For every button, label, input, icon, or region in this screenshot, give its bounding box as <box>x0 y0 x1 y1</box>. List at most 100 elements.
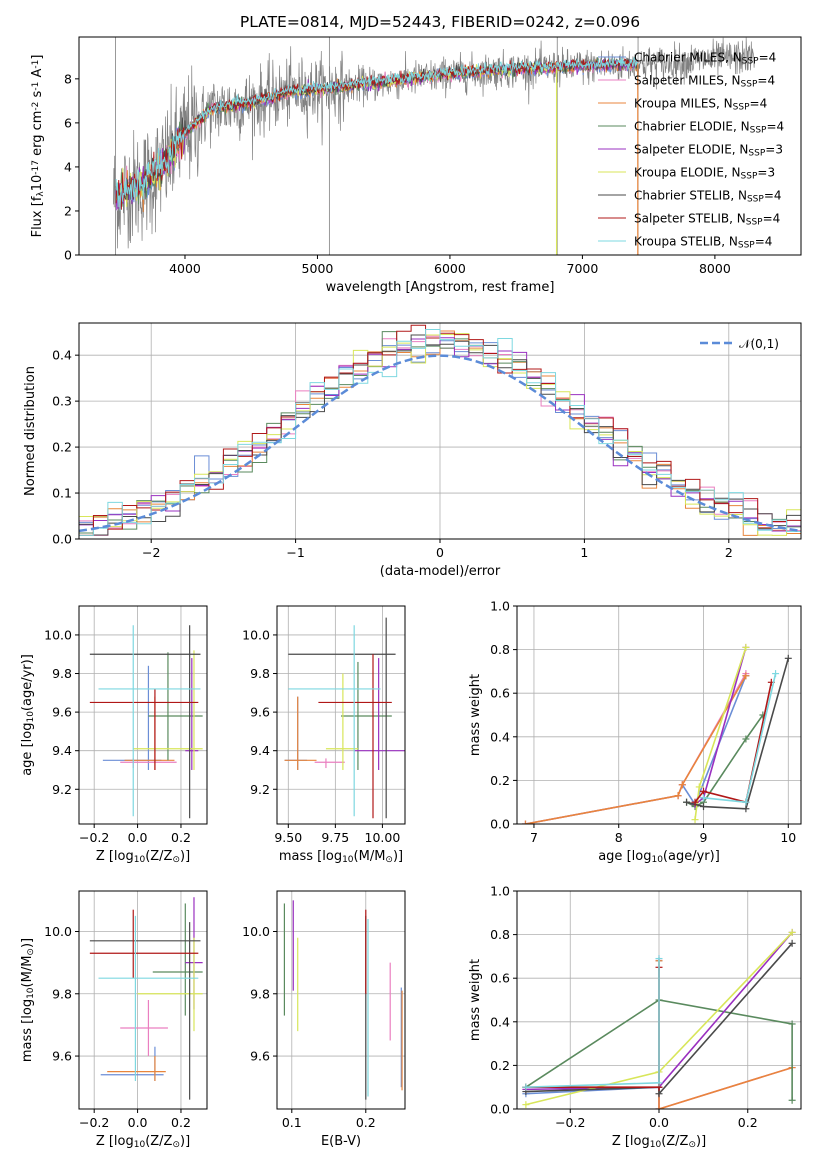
x-tick-label: −0.2 <box>79 830 109 845</box>
y-axis-label: mass weight <box>468 674 483 756</box>
y-tick-label: 6 <box>64 115 72 130</box>
legend-entry: Kroupa MILES, NSSP​=4 <box>634 97 767 113</box>
x-tick-label: 0.2 <box>356 1115 376 1130</box>
x-tick-label: 0.2 <box>738 1115 758 1130</box>
x-axis-label: Z [log10​(Z/Z⊙​)] <box>612 1134 706 1150</box>
x-axis-label: Z [log10​(Z/Z⊙​)] <box>96 849 190 865</box>
chart-mass_weight_vs_age: 7 8 9 10 0.0 0.2 0.4 0.6 0.8 1.0 age [log10​(age/y… <box>468 599 802 865</box>
y-tick-label: 4 <box>64 159 72 174</box>
x-axis-label: Z [log10​(Z/Z⊙​)] <box>96 1134 190 1150</box>
chart-age_vs_mass: 9.50 9.75 10.00 9.2 9.4 9.6 9.8 10.0 mass [log10… <box>242 605 406 865</box>
plot-area-spectrum <box>113 37 755 255</box>
series-chabrier-miles <box>525 675 747 824</box>
y-tick-label: 9.2 <box>52 782 72 797</box>
y-tick-label: 0.2 <box>52 440 72 455</box>
y-tick-label: 9.2 <box>250 782 270 797</box>
x-axis-label: wavelength [Angstrom, rest frame] <box>326 280 555 295</box>
y-tick-label: 9.4 <box>52 743 72 758</box>
observed-spectrum <box>113 37 755 249</box>
x-tick-label: 0.2 <box>171 1115 191 1130</box>
x-tick-label: 4000 <box>169 261 201 276</box>
y-tick-label: 9.8 <box>250 986 270 1001</box>
y-tick-label: 10.0 <box>44 924 72 939</box>
plot-area-mass_vs_ebv <box>283 900 403 1100</box>
legend-entry: Salpeter STELIB, NSSP​=4 <box>634 212 780 228</box>
y-axis-label: mass weight <box>468 959 483 1041</box>
y-tick-label: 0.0 <box>52 532 72 547</box>
y-tick-label: 9.8 <box>52 986 72 1001</box>
chart-mass_vs_z: −0.2 0.0 0.2 9.6 9.8 10.0 Z [log10​(Z/Z⊙​)] mas… <box>20 890 208 1150</box>
legend-entry: Chabrier MILES, NSSP​=4 <box>634 51 776 67</box>
x-tick-label: −0.2 <box>79 1115 109 1130</box>
gaussian-curve <box>79 354 801 533</box>
y-tick-label: 0.4 <box>490 1014 510 1029</box>
y-tick-label: 0.4 <box>52 348 72 363</box>
x-axis-label: mass [log10​(M/M⊙​)] <box>279 849 403 865</box>
charts-layer: 4000 5000 6000 7000 8000 0 2 4 6 8 wavelength [Ang… <box>20 36 802 1150</box>
x-tick-label: 7 <box>530 830 538 845</box>
x-tick-label: −2 <box>142 545 160 560</box>
axes-frame <box>276 605 406 825</box>
y-tick-label: 10.0 <box>242 627 270 642</box>
x-tick-label: 5000 <box>302 261 334 276</box>
legend-entry: Chabrier STELIB, NSSP​=4 <box>634 189 782 205</box>
x-tick-label: 1 <box>580 545 588 560</box>
legend-entry: Chabrier ELODIE, NSSP​=4 <box>634 120 784 136</box>
chart-age_vs_z: −0.2 0.0 0.2 9.2 9.4 9.6 9.8 10.0 Z [log10​(Z/Z⊙… <box>20 605 208 865</box>
y-tick-label: 0.4 <box>490 729 510 744</box>
x-tick-label: −1 <box>286 545 304 560</box>
axes-frame <box>516 605 802 825</box>
figure-title: PLATE=0814, MJD=52443, FIBERID=0242, z=0… <box>240 13 640 31</box>
axes-frame <box>276 890 406 1110</box>
plot-area-age_vs_z <box>89 625 203 819</box>
x-axis-label: (data-model)/error <box>380 564 501 579</box>
y-tick-label: 0 <box>64 248 72 263</box>
y-tick-label: 0.3 <box>52 394 72 409</box>
x-tick-label: 0 <box>436 545 444 560</box>
plot-area-residuals <box>79 324 801 536</box>
legend-entry: Kroupa ELODIE, NSSP​=3 <box>634 166 775 182</box>
series-kroupa-miles <box>525 675 747 824</box>
plot-area-mass_weight_vs_z <box>522 928 796 1109</box>
model-kroupa-stelib <box>115 56 639 211</box>
x-tick-label: 6000 <box>434 261 466 276</box>
series-salpeter-stelib <box>525 967 660 1088</box>
axes-frame <box>516 890 802 1110</box>
chart-mass_vs_ebv: 0.1 0.2 9.6 9.8 10.0 E(B-V) <box>242 890 406 1149</box>
y-tick-label: 10.0 <box>242 924 270 939</box>
y-axis-label: mass [log10​(M/M⊙​)] <box>20 938 36 1062</box>
y-tick-label: 0.8 <box>490 642 510 657</box>
y-tick-label: 0.6 <box>490 971 510 986</box>
y-tick-label: 9.8 <box>250 666 270 681</box>
legend-entry: Salpeter MILES, NSSP​=4 <box>634 74 775 90</box>
x-tick-label: 9.75 <box>321 830 349 845</box>
model-salpeter-stelib <box>115 58 639 210</box>
x-tick-label: 10.00 <box>365 830 401 845</box>
x-tick-label: −0.2 <box>555 1115 585 1130</box>
x-tick-label: 8000 <box>699 261 731 276</box>
chart-residuals: −2 −1 0 1 2 0.0 0.1 0.2 0.3 0.4 (data-model)/error… <box>23 322 802 579</box>
y-tick-label: 0.8 <box>490 927 510 942</box>
y-tick-label: 9.6 <box>250 1049 270 1064</box>
y-axis-label: Flux [fλ​10-17​ erg cm-2​ s-1​ A-1​] <box>30 55 46 238</box>
y-axis-label: age [log10​(age/yr)] <box>20 654 36 776</box>
x-tick-label: 8 <box>615 830 623 845</box>
histogram-chabrier-stelib <box>79 334 801 536</box>
y-tick-label: 9.6 <box>250 705 270 720</box>
legend-entry: Salpeter ELODIE, NSSP​=3 <box>634 143 783 159</box>
y-tick-label: 1.0 <box>490 599 510 614</box>
y-tick-label: 8 <box>64 71 72 86</box>
x-tick-label: 9.50 <box>274 830 302 845</box>
y-tick-label: 0.6 <box>490 686 510 701</box>
y-tick-label: 0.0 <box>490 1102 510 1117</box>
axes-frame <box>78 322 802 540</box>
histogram-salpeter-elodie <box>79 337 801 532</box>
plot-area-mass_weight_vs_age <box>521 643 792 824</box>
y-tick-label: 9.6 <box>52 705 72 720</box>
y-tick-label: 0.1 <box>52 486 72 501</box>
x-tick-label: 0.0 <box>128 830 148 845</box>
y-tick-label: 2 <box>64 203 72 218</box>
plot-area-age_vs_mass <box>284 617 405 819</box>
y-tick-label: 9.8 <box>52 666 72 681</box>
